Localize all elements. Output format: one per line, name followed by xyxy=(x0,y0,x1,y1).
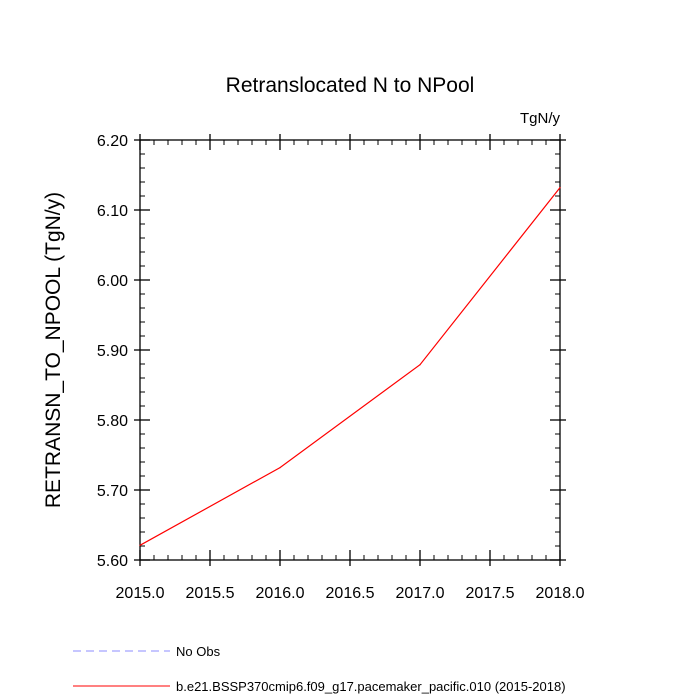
x-tick-label: 2016.0 xyxy=(256,585,305,602)
y-tick-label: 6.00 xyxy=(97,273,128,290)
units-label: TgN/y xyxy=(520,110,561,127)
x-tick-label: 2016.5 xyxy=(326,585,375,602)
x-tick-label: 2018.0 xyxy=(536,585,585,602)
x-tick-label: 2015.5 xyxy=(186,585,235,602)
y-tick-label: 6.20 xyxy=(97,133,128,150)
data-point xyxy=(279,467,281,469)
y-tick-label: 5.60 xyxy=(97,553,128,570)
y-tick-label: 5.80 xyxy=(97,413,128,430)
x-tick-label: 2017.0 xyxy=(396,585,445,602)
y-tick-label: 5.90 xyxy=(97,343,128,360)
series-line xyxy=(139,187,561,546)
y-axis-label: RETRANSN_TO_NPOOL (TgN/y) xyxy=(42,192,65,508)
y-tick-label: 6.10 xyxy=(97,203,128,220)
x-tick-label: 2015.0 xyxy=(116,585,165,602)
data-point xyxy=(419,364,421,366)
x-tick-label: 2017.5 xyxy=(466,585,515,602)
data-point xyxy=(559,187,561,189)
legend: No Obs b.e21.BSSP370cmip6.f09_g17.pacemak… xyxy=(73,644,566,694)
chart-title: Retranslocated N to NPool xyxy=(226,74,475,97)
data-point xyxy=(139,544,141,546)
legend-label: No Obs xyxy=(176,644,221,659)
legend-label: b.e21.BSSP370cmip6.f09_g17.pacemaker_pac… xyxy=(176,679,566,694)
y-tick-label: 5.70 xyxy=(97,483,128,500)
plot-frame xyxy=(139,139,561,561)
